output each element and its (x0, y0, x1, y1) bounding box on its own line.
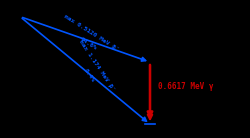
Text: 94.6%: 94.6% (79, 37, 98, 51)
Text: max 0.5120 MeV β⁻: max 0.5120 MeV β⁻ (63, 14, 119, 52)
Text: 0.4%: 0.4% (83, 67, 96, 83)
Text: 0.6617 MeV γ: 0.6617 MeV γ (158, 82, 213, 91)
Text: max 1.174 MeV β⁻: max 1.174 MeV β⁻ (78, 39, 115, 92)
